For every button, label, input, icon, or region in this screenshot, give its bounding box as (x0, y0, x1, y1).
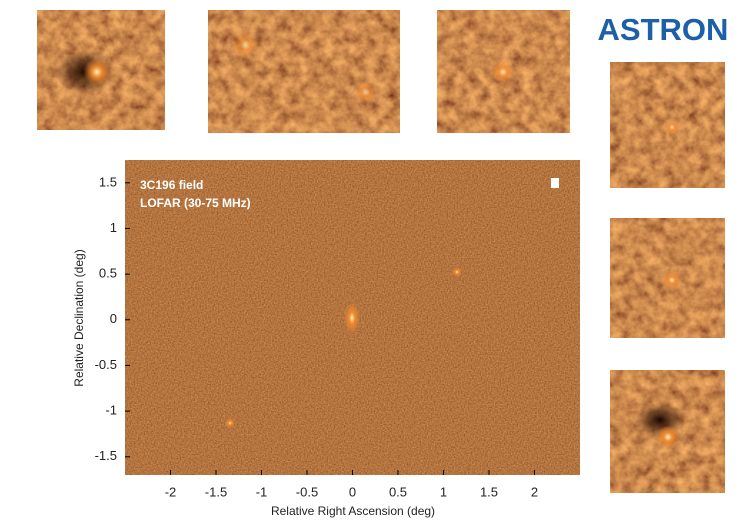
x-tick-label: 0 (349, 484, 356, 499)
y-tick-label: -0.5 (95, 357, 117, 372)
figure: ASTRON 3C196 field LOFAR (30-75 MHz) Rel… (0, 0, 741, 524)
x-tick-label: -0.5 (296, 484, 318, 499)
x-tick-label: 1 (440, 484, 447, 499)
x-tick-label: 0.5 (389, 484, 407, 499)
main-panel: 3C196 field LOFAR (30-75 MHz) Relative R… (72, 160, 580, 518)
y-axis-label: Relative Declination (deg) (72, 249, 86, 386)
x-tick-label: -2 (165, 484, 177, 499)
x-tick-label: -1.5 (205, 484, 227, 499)
y-tick-label: 1.5 (99, 174, 117, 189)
annotation: LOFAR (30-75 MHz) (140, 196, 251, 210)
y-tick-label: 0.5 (99, 266, 117, 281)
annotation: 3C196 field (140, 178, 203, 192)
x-tick-label: 1.5 (480, 484, 498, 499)
x-tick-label: 2 (531, 484, 538, 499)
logo: ASTRON (598, 12, 729, 47)
x-axis-label: Relative Right Ascension (deg) (271, 504, 435, 518)
y-tick-label: -1 (105, 403, 117, 418)
x-tick-label: -1 (256, 484, 268, 499)
y-tick-label: -1.5 (95, 448, 117, 463)
y-tick-label: 0 (110, 311, 117, 326)
y-tick-label: 1 (110, 220, 117, 235)
